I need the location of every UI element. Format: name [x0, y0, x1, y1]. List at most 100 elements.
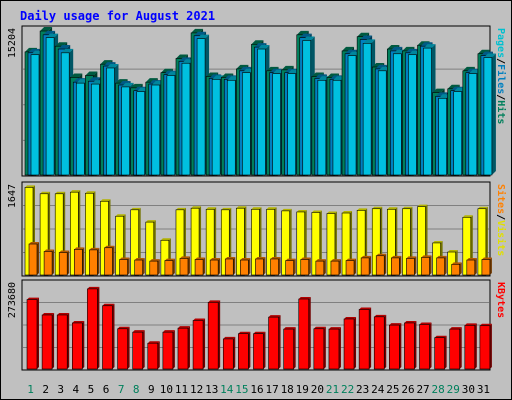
bar-kbytes-day-25	[389, 323, 402, 370]
bar-kbytes-day-28	[434, 335, 447, 370]
bar-front	[434, 337, 445, 370]
bar-front	[253, 333, 264, 370]
bar-top	[296, 209, 307, 212]
bar-front	[91, 83, 100, 176]
bar-front	[87, 288, 98, 370]
bar-top	[330, 259, 341, 262]
bar-side	[52, 249, 55, 275]
bar-top	[481, 257, 492, 260]
bar-side	[459, 262, 462, 275]
axis-label-part: KBytes	[495, 282, 506, 318]
bar-top	[117, 326, 130, 329]
bar-kbytes-day-1	[26, 297, 39, 370]
bar-top	[89, 247, 100, 250]
bar-top	[57, 312, 70, 315]
x-tick-label-9: 9	[148, 383, 155, 396]
bar-side	[384, 314, 387, 369]
bar-front	[436, 257, 445, 276]
bar-front	[194, 259, 204, 276]
bar-front	[177, 327, 189, 370]
bar-top	[387, 207, 398, 210]
bar-kbytes-day-27	[419, 322, 432, 370]
bar-front	[117, 328, 128, 370]
y-max-label: 1647	[7, 184, 18, 208]
bar-top	[253, 331, 266, 334]
x-tick-label-21: 21	[326, 383, 339, 396]
x-tick-label-20: 20	[311, 383, 324, 396]
bar-kbytes-day-29	[449, 327, 462, 370]
bar-sites-day-5	[89, 247, 100, 276]
bar-side	[112, 303, 115, 369]
series-axis-label: KBytes	[495, 282, 506, 318]
bar-top	[238, 331, 251, 334]
bar-sites-day-27	[421, 255, 432, 276]
bar-top	[210, 258, 221, 261]
bar-top	[447, 250, 458, 253]
bar-top	[102, 303, 115, 306]
bar-side	[187, 256, 190, 275]
bar-top	[255, 256, 266, 259]
bar-side	[172, 258, 175, 275]
bar-side	[218, 300, 221, 369]
bar-side	[489, 323, 492, 369]
bar-top	[328, 327, 341, 330]
bar-front	[268, 316, 279, 370]
x-tick-label-11: 11	[175, 383, 188, 396]
bar-top	[175, 207, 186, 210]
bar-front	[224, 258, 234, 276]
bar-front	[330, 260, 340, 276]
bar-front	[408, 54, 417, 176]
bar-top	[85, 71, 98, 76]
axis-label-part: /	[495, 214, 506, 220]
bar-sites-day-7	[119, 257, 130, 276]
bar-front	[315, 260, 325, 276]
bar-front	[75, 82, 85, 176]
bar-side	[127, 257, 130, 275]
bar-kbytes-day-20	[313, 326, 326, 370]
bar-top	[106, 63, 119, 68]
bar-side	[248, 331, 251, 369]
bar-side	[308, 257, 311, 275]
bar-front	[298, 298, 310, 370]
bar-side	[293, 258, 296, 275]
bar-side	[37, 297, 39, 369]
bar-side	[142, 330, 145, 369]
bar-sites-day-1	[28, 242, 39, 276]
bar-front	[166, 75, 176, 176]
bar-front	[300, 259, 310, 276]
axis-label-part: Pages	[495, 28, 506, 58]
bar-kbytes-day-16	[253, 331, 266, 370]
axis-label-part: Visits	[495, 220, 507, 256]
bar-top	[149, 259, 160, 262]
bar-front	[406, 258, 415, 276]
bar-sites-day-28	[436, 255, 447, 276]
bar-sites-day-8	[134, 258, 145, 276]
bar-side	[233, 336, 236, 369]
x-tick-label-26: 26	[401, 383, 414, 396]
bar-front	[362, 43, 372, 176]
bar-front	[119, 259, 128, 276]
bar-sites-day-13	[209, 258, 221, 276]
bar-top	[29, 242, 39, 245]
bar-sites-day-22	[345, 258, 357, 276]
bar-side	[97, 247, 100, 275]
bar-top	[25, 185, 35, 188]
bar-top	[402, 206, 413, 209]
bar-top	[346, 258, 357, 261]
bar-front	[313, 328, 325, 370]
bar-side	[67, 250, 70, 275]
bar-top	[389, 323, 402, 326]
x-tick-label-10: 10	[160, 383, 173, 396]
bar-front	[56, 314, 68, 370]
bar-top	[44, 249, 55, 252]
x-tick-label-24: 24	[371, 383, 385, 396]
bar-kbytes-day-26	[404, 320, 417, 370]
bar-top	[421, 255, 432, 258]
bar-sites-day-9	[149, 259, 160, 276]
bar-side	[82, 247, 85, 275]
y-max-label: 15204	[7, 28, 18, 58]
bar-front	[226, 79, 236, 176]
bar-kbytes-day-12	[192, 318, 206, 370]
bar-top	[462, 215, 473, 218]
bar-kbytes-day-10	[162, 330, 175, 370]
